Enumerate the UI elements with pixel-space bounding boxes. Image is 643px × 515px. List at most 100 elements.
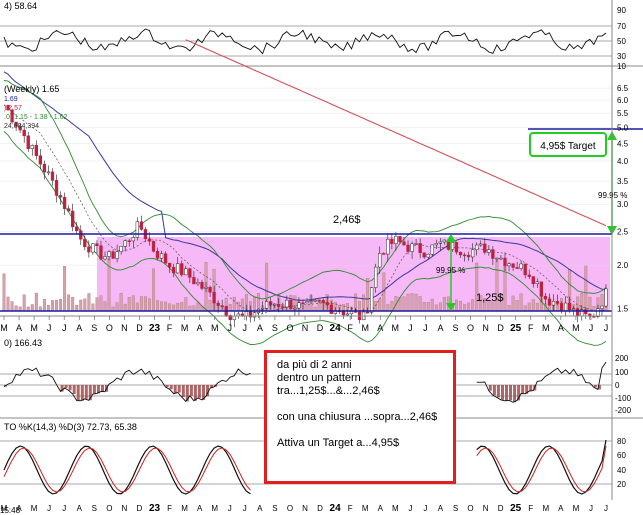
- volume-bar: [22, 294, 26, 312]
- legend-line-2: ) 2.57: [4, 105, 22, 112]
- candle-body: [365, 311, 370, 314]
- x-tick-label-bottom: A: [16, 504, 22, 513]
- x-tick-label: J: [62, 323, 67, 333]
- candle-body: [273, 304, 277, 306]
- x-tick-label: F: [528, 323, 534, 333]
- candle-body: [123, 240, 127, 247]
- stoch-tick-label: 60: [617, 451, 626, 460]
- bollinger-upper: [3, 80, 607, 300]
- price-tick-label: 2.5: [617, 228, 629, 237]
- candle-body: [394, 235, 398, 244]
- candle-body: [18, 126, 22, 131]
- candle-body: [75, 226, 79, 231]
- x-tick-label-bottom: J: [408, 504, 412, 513]
- target-pct-label: 99.95 %: [598, 191, 627, 200]
- volume-bar: [588, 296, 592, 312]
- legend-line-1: 1.69: [4, 96, 18, 103]
- x-tick-label-bottom: M: [392, 504, 399, 513]
- volume-bar: [180, 302, 184, 312]
- candle-body: [83, 238, 87, 248]
- candles: [6, 104, 608, 328]
- x-tick-label-bottom: 25: [510, 503, 522, 514]
- price-tick-label: 1.5: [617, 304, 629, 313]
- candle-body: [66, 208, 71, 212]
- volume-bar: [467, 302, 471, 312]
- resistance-price-label: 2,46$: [333, 214, 361, 226]
- candle-body: [131, 237, 135, 242]
- cci-label: 0) 166.43: [4, 338, 42, 348]
- candle-body: [596, 308, 600, 317]
- x-tick-label: N: [302, 323, 309, 333]
- volume-bar: [71, 296, 75, 312]
- x-tick-label-bottom: A: [438, 504, 444, 513]
- candle-body: [422, 252, 426, 258]
- x-tick-label: J: [423, 323, 428, 333]
- note-line-1: da più di 2 anni: [277, 359, 352, 371]
- candle-body: [313, 299, 317, 302]
- x-tick-label: D: [136, 323, 143, 333]
- candle-body: [572, 308, 576, 311]
- candle-body: [434, 243, 438, 246]
- volume-bar: [152, 268, 155, 312]
- x-tick-label: 23: [149, 323, 161, 334]
- price-tick-label: 5.5: [617, 109, 629, 118]
- candle-body: [260, 307, 265, 310]
- candle-body: [543, 295, 548, 300]
- x-tick-label: A: [76, 323, 82, 333]
- candle-body: [309, 300, 313, 302]
- volume-bar: [418, 296, 422, 312]
- volume-bar: [30, 304, 34, 312]
- volume-bar: [511, 295, 515, 312]
- candle-body: [289, 299, 293, 309]
- note-line-2: dentro un pattern: [277, 372, 361, 384]
- candle-body: [139, 221, 144, 230]
- candle-body: [6, 105, 10, 111]
- candle-body: [212, 292, 216, 304]
- x-tick-label: A: [558, 323, 564, 333]
- stoch-k-line: [3, 439, 607, 495]
- volume-bar: [168, 303, 172, 312]
- candle-body: [600, 305, 604, 309]
- x-tick-label: M: [0, 323, 8, 333]
- volume-bar: [386, 304, 390, 312]
- candle-body: [430, 244, 434, 255]
- volume-bar: [34, 292, 38, 312]
- candle-body: [317, 299, 321, 302]
- legend-line-3: .0) 1.15 - 1.38 - 1.62: [4, 114, 68, 121]
- support-price-label: 1,25$: [476, 292, 504, 304]
- rsi-tick-label: 70: [617, 22, 626, 31]
- volume-bar: [406, 293, 410, 312]
- candle-body: [119, 246, 123, 252]
- volume-bar: [79, 299, 83, 312]
- candle-body: [42, 163, 47, 173]
- volume-bar: [208, 299, 212, 312]
- x-tick-label-bottom: N: [122, 504, 128, 513]
- volume-bar: [42, 298, 46, 312]
- candle-body: [503, 257, 507, 267]
- volume-bar: [414, 293, 418, 312]
- volume-bar: [139, 296, 143, 312]
- x-tick-label-bottom: O: [467, 504, 473, 513]
- candle-body: [252, 312, 257, 318]
- candle-body: [584, 309, 588, 315]
- candle-body: [341, 311, 346, 316]
- volume-bar: [228, 304, 232, 312]
- volume-bar: [253, 296, 256, 312]
- volume-bar: [67, 294, 71, 312]
- candle-body: [539, 281, 544, 297]
- x-tick-label-bottom: O: [106, 504, 112, 513]
- volume-bar: [378, 298, 382, 312]
- candle-body: [398, 235, 402, 242]
- x-tick-label-bottom: J: [589, 504, 593, 513]
- x-tick-label: D: [497, 323, 504, 333]
- candle-body: [103, 256, 107, 260]
- volume-bar: [10, 301, 14, 312]
- rsi-tick-label: 50: [617, 37, 626, 46]
- cci-tick-label: -200: [615, 406, 632, 415]
- note-line-4: [277, 398, 443, 411]
- cci-line: [3, 361, 607, 403]
- volume-bar: [75, 305, 79, 312]
- volume-bar: [83, 298, 87, 312]
- volume-bar: [160, 301, 164, 312]
